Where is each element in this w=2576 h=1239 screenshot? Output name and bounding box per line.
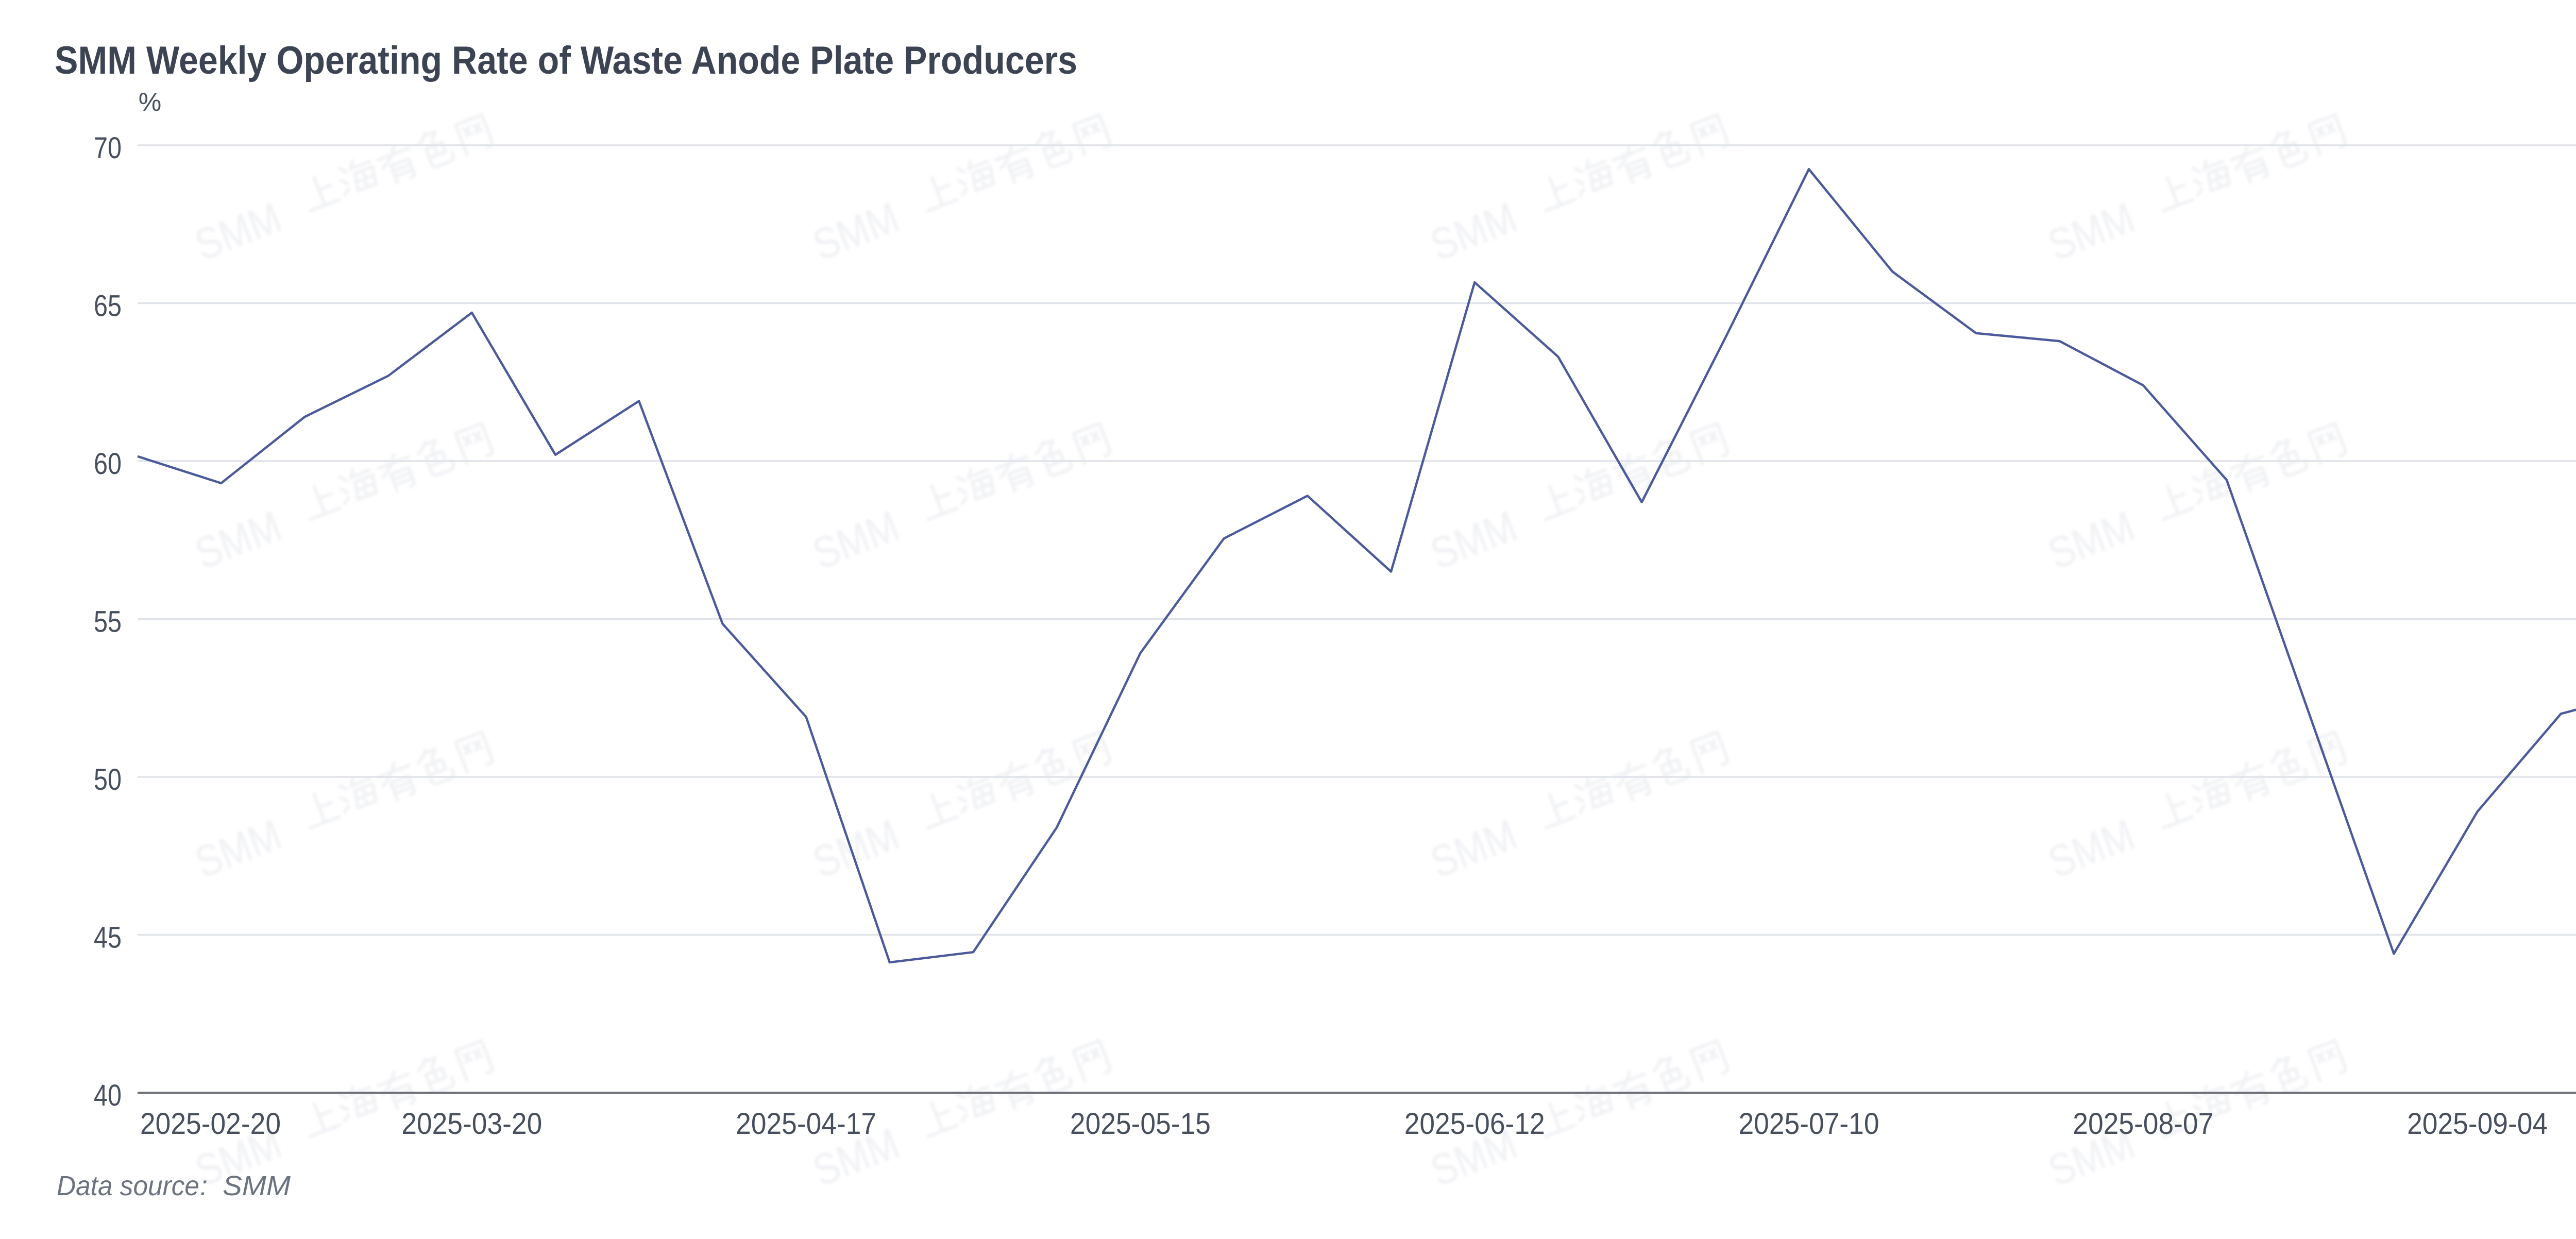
svg-text:2025-07-10: 2025-07-10 (1739, 1107, 1879, 1141)
svg-text:50: 50 (94, 763, 122, 796)
svg-text:2025-02-20: 2025-02-20 (140, 1107, 281, 1141)
svg-text:70: 70 (94, 131, 122, 165)
svg-text:Data source: Data source (57, 1170, 199, 1201)
svg-text:2025-08-07: 2025-08-07 (2073, 1107, 2213, 1141)
svg-text:2025-09-04: 2025-09-04 (2407, 1107, 2548, 1141)
svg-text::: : (200, 1170, 208, 1201)
svg-text:2025-03-20: 2025-03-20 (401, 1107, 542, 1141)
svg-text:2025-04-17: 2025-04-17 (736, 1107, 876, 1141)
svg-text:SMM: SMM (223, 1170, 291, 1201)
svg-text:55: 55 (94, 605, 122, 639)
svg-text:SMM Weekly Operating Rate of W: SMM Weekly Operating Rate of Waste Anode… (55, 39, 1077, 82)
svg-text:65: 65 (94, 290, 122, 323)
svg-text:%: % (139, 88, 161, 116)
svg-text:60: 60 (94, 447, 122, 481)
svg-text:45: 45 (94, 921, 122, 955)
svg-text:2025-06-12: 2025-06-12 (1404, 1107, 1545, 1141)
svg-text:40: 40 (94, 1079, 122, 1112)
svg-text:2025-05-15: 2025-05-15 (1070, 1107, 1211, 1141)
